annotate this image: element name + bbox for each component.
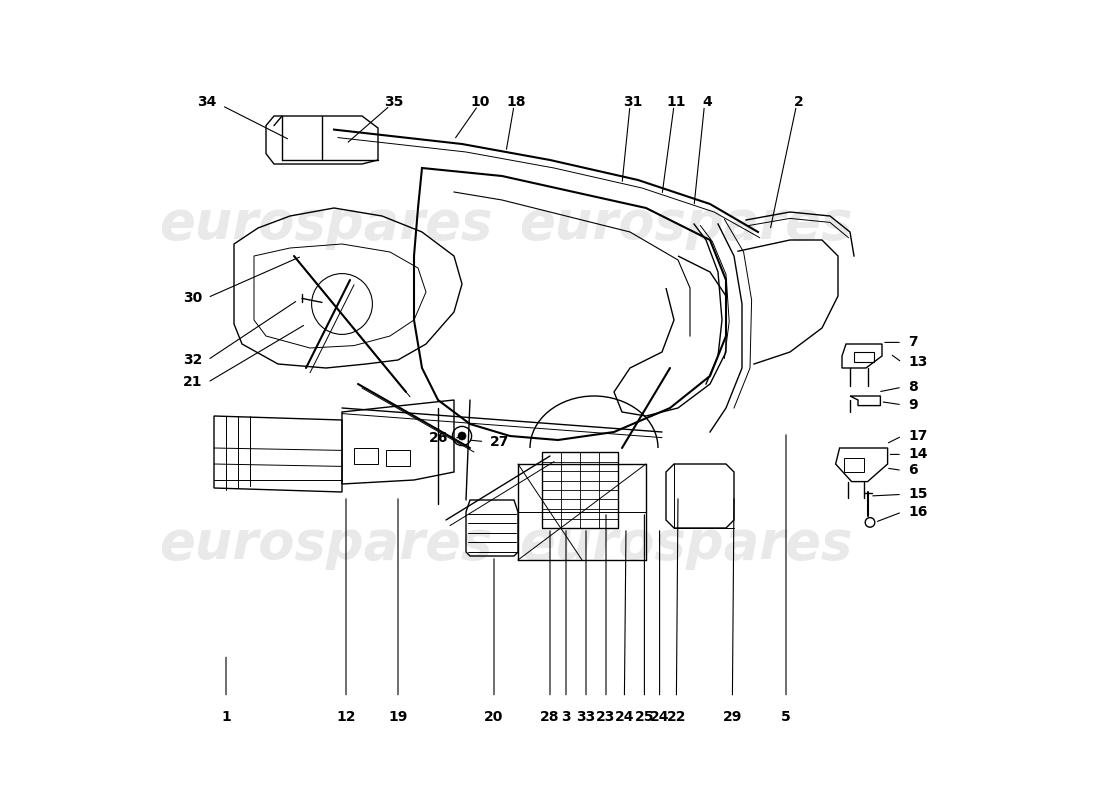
Text: 15: 15 (909, 487, 928, 502)
Text: 6: 6 (909, 463, 918, 478)
Text: 14: 14 (909, 447, 928, 462)
Text: 17: 17 (909, 429, 927, 443)
Text: 9: 9 (909, 398, 918, 412)
Text: 25: 25 (635, 710, 654, 723)
Text: 28: 28 (540, 710, 560, 723)
Text: 10: 10 (471, 95, 491, 110)
Text: 29: 29 (723, 710, 743, 723)
Text: 35: 35 (384, 95, 404, 110)
Text: eurospares: eurospares (160, 518, 493, 570)
Text: 34: 34 (197, 95, 217, 110)
Text: 33: 33 (576, 710, 595, 723)
Text: 23: 23 (596, 710, 616, 723)
Text: 3: 3 (561, 710, 571, 723)
Text: 16: 16 (909, 505, 927, 519)
Text: 5: 5 (781, 710, 791, 723)
Text: 12: 12 (337, 710, 355, 723)
Text: 19: 19 (388, 710, 408, 723)
Text: 27: 27 (490, 434, 509, 449)
Text: 1: 1 (221, 710, 231, 723)
Bar (354, 448, 378, 464)
Circle shape (458, 432, 466, 440)
Text: 24: 24 (615, 710, 634, 723)
Text: 24: 24 (650, 710, 669, 723)
Text: eurospares: eurospares (519, 518, 852, 570)
Text: 13: 13 (909, 355, 927, 370)
Text: 30: 30 (183, 290, 202, 305)
Text: 21: 21 (183, 375, 202, 390)
Text: 7: 7 (909, 335, 918, 350)
Bar (542, 452, 618, 528)
Text: 31: 31 (623, 95, 642, 110)
Text: 8: 8 (909, 380, 918, 394)
Text: 4: 4 (702, 95, 712, 110)
Text: 26: 26 (429, 431, 449, 446)
Text: eurospares: eurospares (160, 198, 493, 250)
Text: 11: 11 (667, 95, 686, 110)
Bar (844, 458, 864, 472)
Text: 2: 2 (794, 95, 804, 110)
Text: 32: 32 (183, 353, 202, 367)
Text: 22: 22 (667, 710, 686, 723)
Text: 18: 18 (507, 95, 526, 110)
Bar (386, 450, 410, 466)
Text: eurospares: eurospares (519, 198, 852, 250)
Text: 20: 20 (484, 710, 504, 723)
